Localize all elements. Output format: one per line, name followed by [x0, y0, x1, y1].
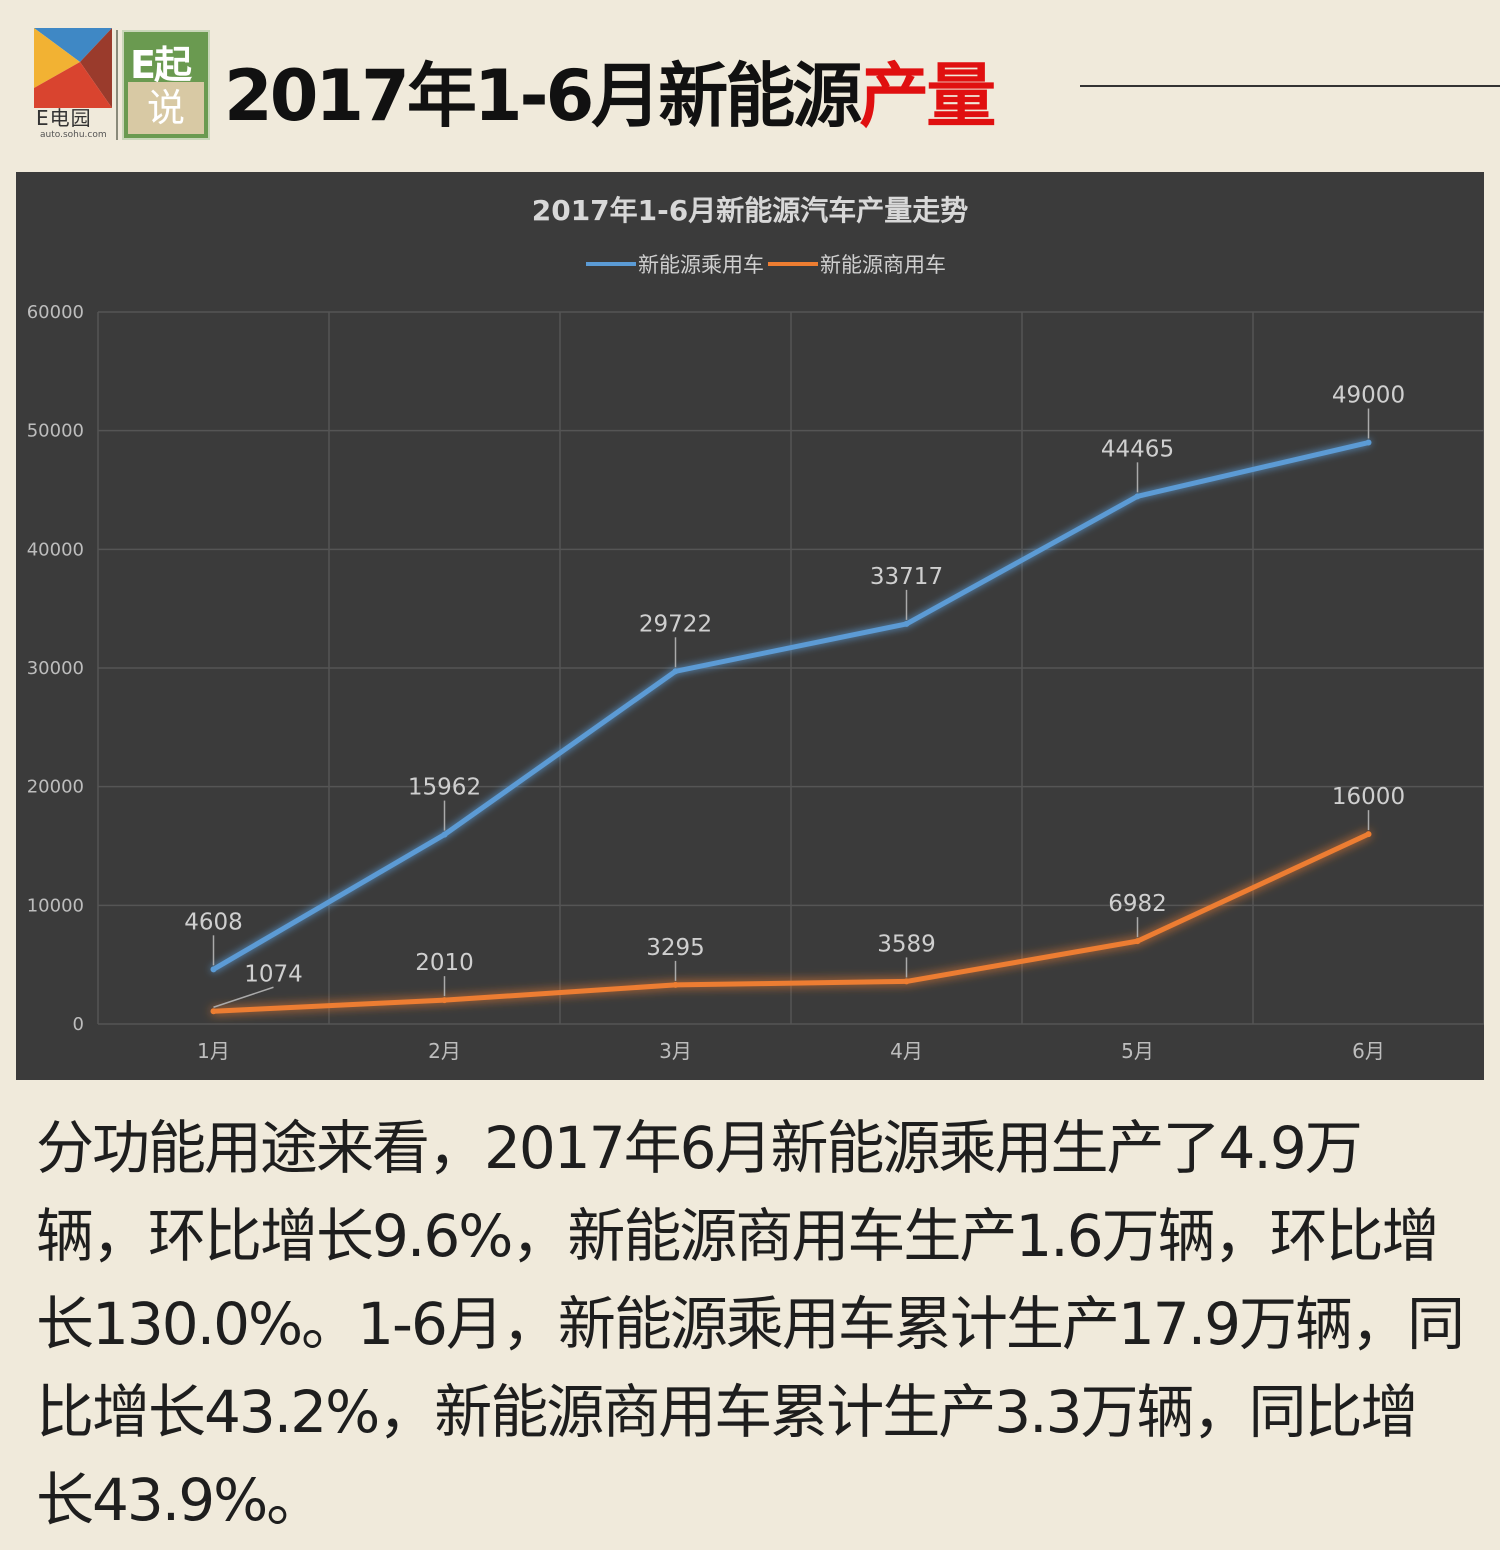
data-point	[1365, 439, 1372, 446]
page-title: 2017年1-6月新能源产量	[224, 40, 996, 141]
data-label: 49000	[1332, 383, 1405, 409]
legend-label: 新能源商用车	[820, 253, 946, 277]
x-tick-label: 3月	[659, 1039, 692, 1063]
x-tick-label: 6月	[1352, 1039, 1385, 1063]
header: E电园 auto.sohu.com E起 说 2017年1-6月新能源产量	[0, 0, 1500, 160]
y-tick-label: 40000	[27, 539, 84, 560]
data-point	[903, 620, 910, 627]
y-tick-label: 50000	[27, 421, 84, 442]
data-point	[441, 831, 448, 838]
x-tick-label: 4月	[890, 1039, 923, 1063]
chart-series	[210, 439, 1372, 1015]
header-rule	[1080, 85, 1500, 87]
data-point	[1365, 831, 1372, 838]
series-line	[211, 440, 1371, 972]
data-label: 3295	[646, 935, 705, 961]
x-tick-label: 1月	[197, 1039, 230, 1063]
y-tick-label: 30000	[27, 658, 84, 679]
edianyuan-logo-text: E电园	[36, 106, 92, 130]
chart-legend: 新能源乘用车 新能源商用车	[586, 253, 946, 277]
y-tick-label: 20000	[27, 777, 84, 798]
data-point	[210, 1008, 217, 1015]
eqishuo-logo: E起 说	[122, 30, 210, 140]
eqishuo-logo-top: E起	[130, 43, 192, 87]
body-paragraph: 分功能用途来看，2017年6月新能源乘用生产了4.9万辆，环比增长9.6%，新能…	[36, 1114, 1465, 1534]
series-line	[211, 831, 1371, 1014]
y-tick-label: 60000	[27, 302, 84, 323]
x-tick-label: 5月	[1121, 1039, 1154, 1063]
chart-grid	[97, 311, 1484, 1025]
chart-svg: 2017年1-6月新能源汽车产量走势 新能源乘用车 新能源商用车 0 10000 20…	[27, 194, 1484, 1063]
data-labels: 4608 15962 29722 33717 44465 49000 1074 2010 329…	[184, 383, 1405, 1008]
data-label: 4608	[184, 909, 243, 935]
y-tick-label: 10000	[27, 895, 84, 916]
x-axis: 1月 2月 3月 4月 5月 6月	[197, 1039, 1385, 1063]
data-label: 33717	[870, 564, 943, 590]
data-point	[1134, 938, 1141, 945]
y-axis: 0 10000 20000 30000 40000 50000 60000	[27, 302, 84, 1035]
data-label: 15962	[408, 775, 481, 801]
data-label: 3589	[877, 931, 936, 957]
data-label: 16000	[1332, 784, 1405, 810]
edianyuan-logo-url: auto.sohu.com	[40, 130, 107, 140]
logo-divider	[116, 30, 118, 140]
data-label: 2010	[415, 950, 474, 976]
label-leader	[213, 986, 274, 1008]
line-chart: 2017年1-6月新能源汽车产量走势 新能源乘用车 新能源商用车 0 10000 20…	[16, 172, 1484, 1080]
eqishuo-logo-bottom: 说	[128, 82, 204, 134]
data-label: 29722	[639, 611, 712, 637]
page-title-accent: 产量	[859, 55, 996, 137]
data-point	[903, 978, 910, 985]
x-tick-label: 2月	[428, 1039, 461, 1063]
data-label: 1074	[244, 961, 303, 987]
data-point	[441, 997, 448, 1004]
data-point	[672, 668, 679, 675]
data-point	[210, 966, 217, 973]
chart-title: 2017年1-6月新能源汽车产量走势	[532, 194, 969, 227]
page-title-main: 2017年1-6月新能源	[224, 55, 862, 137]
data-label: 6982	[1108, 891, 1167, 917]
legend-label: 新能源乘用车	[638, 253, 764, 277]
data-point	[1134, 493, 1141, 500]
data-point	[672, 981, 679, 988]
data-label: 44465	[1101, 436, 1174, 462]
edianyuan-logo-icon	[34, 28, 112, 108]
y-tick-label: 0	[73, 1014, 84, 1035]
